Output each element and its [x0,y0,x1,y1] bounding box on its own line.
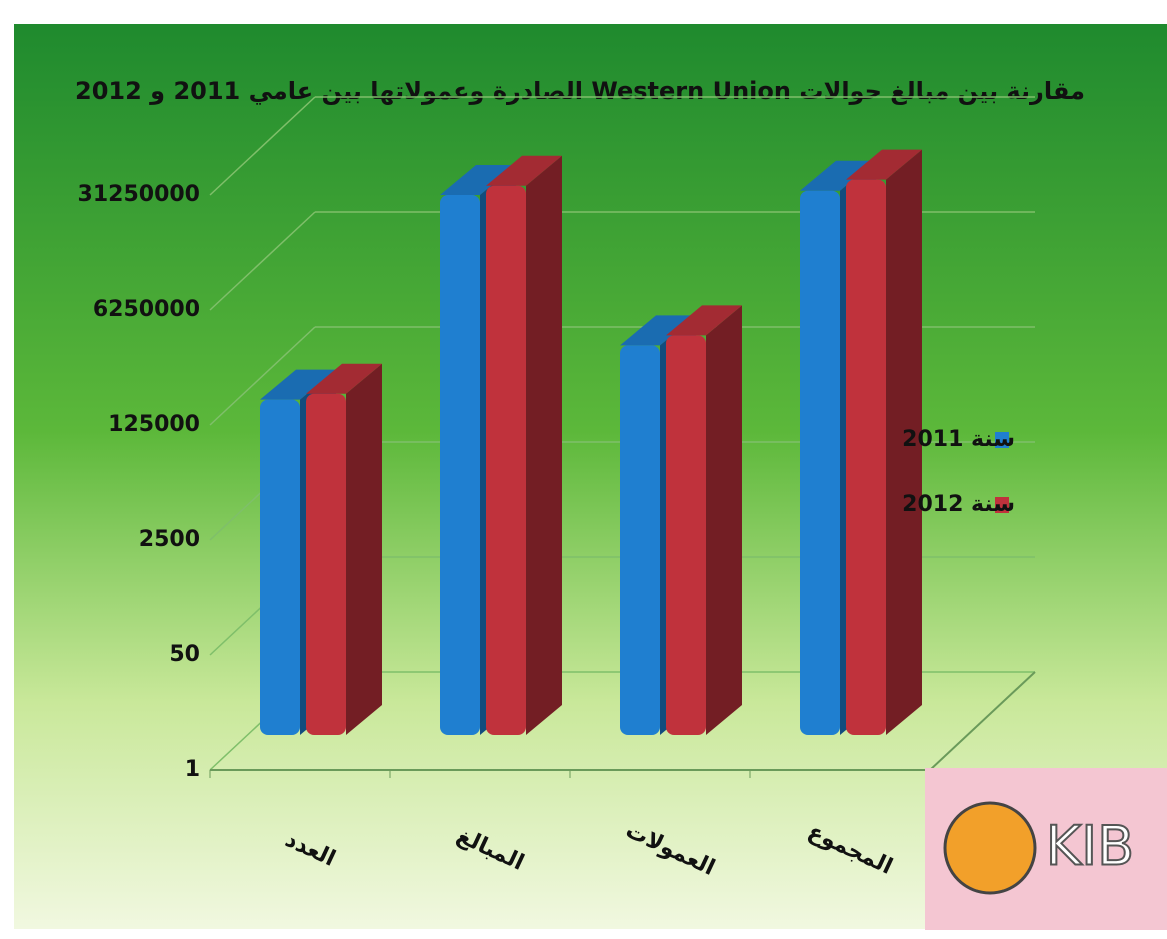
legend-swatch [995,432,1009,448]
bar [486,185,526,735]
bar-side [886,149,922,735]
bar [620,345,660,735]
bar-top [666,305,742,336]
bar-top [800,160,876,191]
bar-side [346,363,382,735]
bar-top [486,155,562,186]
bar-side [706,305,742,735]
bar [846,179,886,735]
y-tick-label: 50 [169,642,200,667]
grid-line [209,96,316,196]
bar-top [260,369,336,400]
bar [440,195,480,735]
legend-label: سنة 2011 [902,427,1015,452]
bar [800,190,840,735]
grid-line [209,211,316,311]
bar-top [846,149,922,180]
bar-top [440,165,516,196]
logo-text: KIB [1046,815,1134,878]
y-tick-label: 1 [185,757,200,782]
y-tick-label: 31250000 [78,182,200,207]
floor-edge [929,671,1036,771]
y-tick-label: 2500 [139,527,200,552]
y-tick-label: 6250000 [93,297,200,322]
legend-swatch [995,497,1009,513]
bar [260,399,300,735]
bar [306,393,346,735]
grid-line [209,326,316,426]
chart-title: مقارنة بين مبالغ حوالات Western Union ال… [75,77,1085,105]
bar-top [620,315,696,346]
logo-globe [943,801,1037,895]
bar-top [306,363,382,394]
legend-label: سنة 2012 [902,492,1015,517]
bar [666,335,706,735]
y-tick-label: 125000 [108,412,200,437]
bar-side [526,155,562,735]
